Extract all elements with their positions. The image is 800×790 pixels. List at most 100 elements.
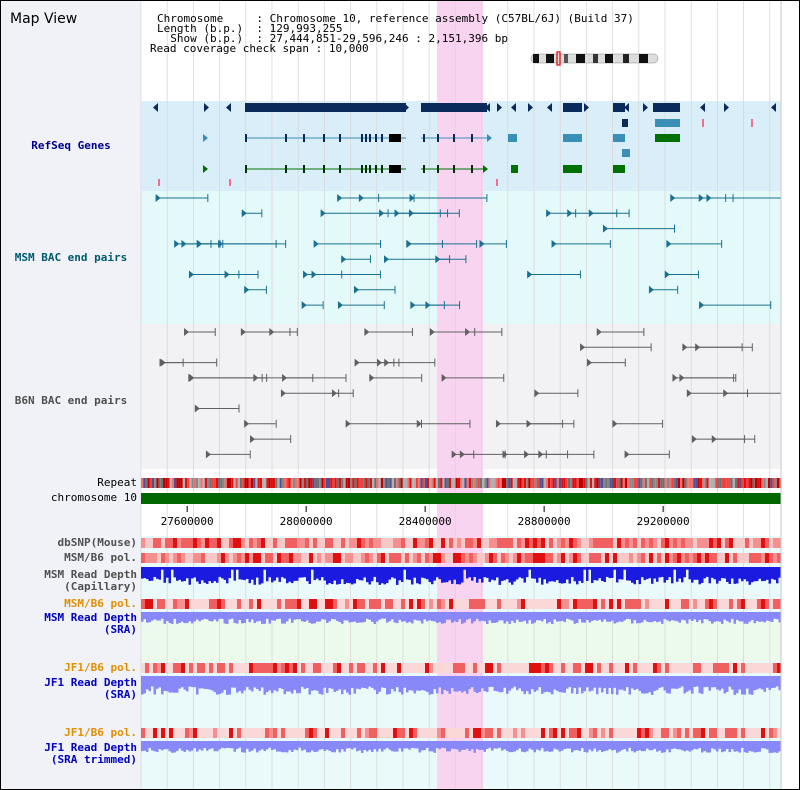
- heat-cell: [421, 663, 425, 673]
- heat-cell: [573, 728, 577, 738]
- heat-cell: [409, 599, 413, 609]
- heat-cell: [201, 538, 205, 548]
- refseq-gene-track[interactable]: [153, 103, 776, 186]
- chromosome-ideogram[interactable]: [530, 51, 659, 66]
- depth-bar: [661, 612, 664, 624]
- heat-cell: [605, 538, 609, 548]
- heat-cell: [545, 663, 549, 673]
- depth-bar: [468, 676, 471, 690]
- heat-cell: [361, 599, 365, 609]
- bac-end-marker: [282, 373, 288, 382]
- depth-bar: [773, 567, 776, 580]
- heat-cell: [441, 538, 445, 548]
- depth-bar: [668, 612, 671, 622]
- depth-bar: [661, 741, 664, 753]
- heat-cell: [409, 553, 413, 563]
- gene-block: [613, 134, 625, 142]
- depth-bar: [341, 676, 344, 695]
- track-label-refseq[interactable]: RefSeq Genes: [31, 139, 111, 152]
- axis-tick-label: 27600000: [161, 515, 214, 528]
- depth-bar: [381, 567, 384, 584]
- depth-bar: [388, 567, 391, 580]
- depth-bar: [296, 676, 299, 694]
- depth-bar: [146, 612, 149, 623]
- heat-cell: [505, 599, 509, 609]
- depth-bar: [356, 676, 359, 689]
- bac-end-marker: [686, 389, 692, 398]
- gene-exon: [245, 134, 247, 142]
- heat-cell: [309, 538, 313, 548]
- depth-bar: [628, 676, 631, 695]
- heat-cell: [221, 599, 225, 609]
- heat-cell: [413, 728, 417, 738]
- repeat-segment: [717, 478, 720, 488]
- depth-bar: [396, 567, 399, 585]
- depth-bar: [596, 567, 599, 581]
- heat-cell: [729, 599, 733, 609]
- repeat-segment: [530, 478, 533, 488]
- highlight-region[interactable]: [437, 1, 484, 789]
- heat-cell: [673, 538, 677, 548]
- heat-cell: [161, 728, 165, 738]
- depth-bar: [421, 567, 424, 578]
- heat-cell: [393, 553, 397, 563]
- heat-cell: [157, 553, 161, 563]
- heat-cell: [205, 599, 209, 609]
- repeat-segment: [574, 478, 577, 488]
- heat-cell: [297, 728, 301, 738]
- heat-cell: [165, 599, 169, 609]
- depth-bar: [438, 567, 441, 580]
- heat-cell: [469, 538, 473, 548]
- repeat-segment: [746, 478, 749, 488]
- heat-cell: [569, 599, 573, 609]
- depth-bar: [558, 567, 561, 584]
- heat-cell: [589, 553, 593, 563]
- heat-cell: [337, 553, 341, 563]
- depth-bar: [458, 612, 461, 620]
- bac-end-marker: [244, 419, 250, 428]
- heat-cell: [749, 553, 753, 563]
- heat-cell: [169, 728, 173, 738]
- depth-bar: [323, 676, 326, 688]
- depth-bar: [531, 741, 534, 750]
- depth-bar: [428, 567, 431, 583]
- depth-bar: [676, 567, 679, 582]
- heat-cell: [245, 663, 249, 673]
- gene-block: [613, 103, 625, 112]
- heat-cell: [729, 663, 733, 673]
- gene-arrow: [528, 103, 533, 112]
- depth-bar: [703, 612, 706, 620]
- depth-bar: [686, 612, 689, 624]
- bac-end-marker: [244, 285, 250, 294]
- heat-cell: [761, 663, 765, 673]
- depth-bar: [398, 612, 401, 620]
- depth-bar: [373, 567, 376, 577]
- heat-cell: [269, 663, 273, 673]
- heat-cell: [509, 728, 513, 738]
- depth-bar: [496, 676, 499, 692]
- heat-cell: [489, 599, 493, 609]
- track-label-msm-bac[interactable]: MSM BAC end pairs: [14, 251, 128, 264]
- depth-bar: [551, 676, 554, 695]
- depth-bar: [318, 676, 321, 694]
- depth-bar: [653, 676, 656, 691]
- b6n-bac-end-pair-track[interactable]: [159, 328, 782, 459]
- depth-bar: [673, 612, 676, 621]
- heat-cell: [769, 553, 773, 563]
- depth-bar: [476, 612, 479, 619]
- depth-bar: [696, 567, 699, 580]
- track-label-b6n-bac[interactable]: B6N BAC end pairs: [14, 394, 128, 407]
- depth-bar: [471, 676, 474, 688]
- depth-bar: [633, 676, 636, 691]
- heat-cell: [417, 538, 421, 548]
- heat-cell: [721, 663, 725, 673]
- depth-bar: [223, 676, 226, 690]
- heat-cell: [641, 728, 645, 738]
- depth-bar: [191, 676, 194, 688]
- repeat-segment: [226, 478, 229, 488]
- repeat-segment: [642, 478, 645, 488]
- repeat-segment: [589, 478, 592, 488]
- gene-arrow: [724, 103, 729, 112]
- heat-cell: [585, 663, 589, 673]
